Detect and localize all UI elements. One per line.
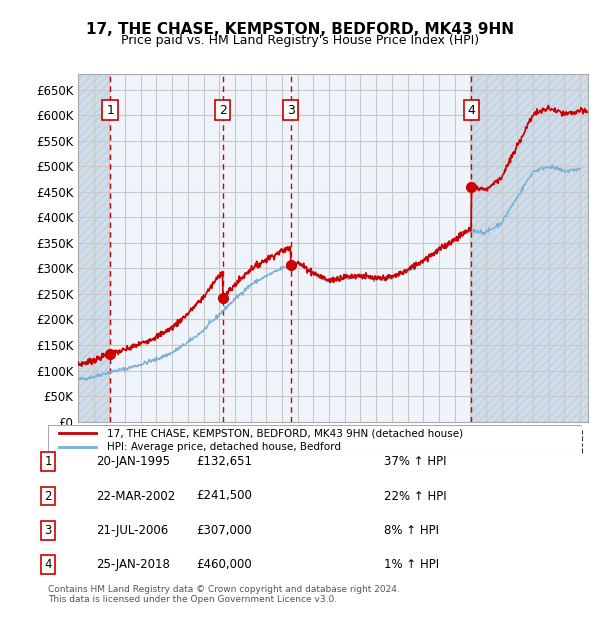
Text: Contains HM Land Registry data © Crown copyright and database right 2024.
This d: Contains HM Land Registry data © Crown c… bbox=[48, 585, 400, 604]
Text: 2: 2 bbox=[219, 104, 227, 117]
Text: 4: 4 bbox=[44, 558, 52, 570]
Text: 25-JAN-2018: 25-JAN-2018 bbox=[96, 558, 170, 570]
Text: 37% ↑ HPI: 37% ↑ HPI bbox=[384, 456, 446, 468]
Text: £307,000: £307,000 bbox=[196, 524, 252, 536]
Text: 22-MAR-2002: 22-MAR-2002 bbox=[96, 490, 175, 502]
Text: £132,651: £132,651 bbox=[196, 456, 252, 468]
Text: 3: 3 bbox=[287, 104, 295, 117]
Text: £460,000: £460,000 bbox=[196, 558, 252, 570]
Text: 20-JAN-1995: 20-JAN-1995 bbox=[96, 456, 170, 468]
Bar bbox=[472, 74, 588, 422]
Text: 1% ↑ HPI: 1% ↑ HPI bbox=[384, 558, 439, 570]
Text: 21-JUL-2006: 21-JUL-2006 bbox=[96, 524, 168, 536]
Text: 8% ↑ HPI: 8% ↑ HPI bbox=[384, 524, 439, 536]
FancyBboxPatch shape bbox=[48, 425, 582, 456]
Text: Price paid vs. HM Land Registry's House Price Index (HPI): Price paid vs. HM Land Registry's House … bbox=[121, 34, 479, 47]
Text: 17, THE CHASE, KEMPSTON, BEDFORD, MK43 9HN: 17, THE CHASE, KEMPSTON, BEDFORD, MK43 9… bbox=[86, 22, 514, 37]
Text: 1: 1 bbox=[44, 456, 52, 468]
Text: 2: 2 bbox=[44, 490, 52, 502]
Text: 4: 4 bbox=[467, 104, 475, 117]
Text: HPI: Average price, detached house, Bedford: HPI: Average price, detached house, Bedf… bbox=[107, 442, 341, 452]
Text: 17, THE CHASE, KEMPSTON, BEDFORD, MK43 9HN (detached house): 17, THE CHASE, KEMPSTON, BEDFORD, MK43 9… bbox=[107, 428, 463, 438]
Text: 22% ↑ HPI: 22% ↑ HPI bbox=[384, 490, 446, 502]
Bar bbox=[78, 74, 110, 422]
Text: 3: 3 bbox=[44, 524, 52, 536]
Text: £241,500: £241,500 bbox=[196, 490, 252, 502]
Text: 1: 1 bbox=[106, 104, 114, 117]
